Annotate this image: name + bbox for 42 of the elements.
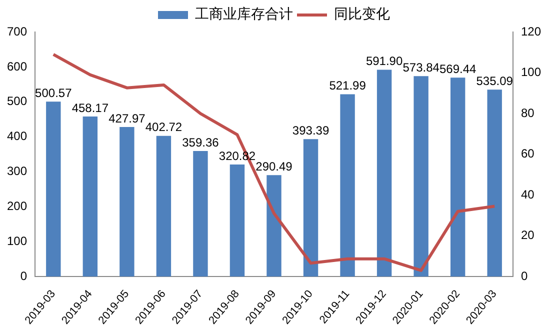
y-tick-label: 100	[6, 234, 28, 248]
bar	[376, 70, 392, 277]
y2-tick-label: 80	[520, 106, 535, 120]
data-label: 591.90	[366, 54, 403, 68]
bar	[340, 94, 355, 277]
data-label: 427.97	[108, 111, 146, 126]
data-label: 402.72	[145, 120, 182, 134]
y2-tick-label: 100	[520, 65, 542, 80]
y-tick-label: 700	[6, 24, 28, 38]
data-label: 500.57	[35, 86, 72, 100]
y2-tick-label: 60	[520, 146, 535, 161]
bar	[230, 164, 245, 277]
data-label: 359.36	[182, 135, 220, 150]
y-tick-label: 300	[6, 164, 28, 178]
data-label: 569.44	[439, 62, 477, 76]
y2-tick-label: 20	[520, 228, 535, 242]
bar	[487, 90, 502, 277]
data-label: 393.39	[292, 123, 330, 138]
data-label: 290.49	[256, 159, 293, 174]
bar	[193, 151, 208, 277]
y-tick-label: 200	[6, 199, 28, 214]
y-tick-label: 500	[6, 94, 28, 108]
data-label: 458.17	[72, 100, 109, 115]
legend-label: 同比变化	[334, 6, 390, 23]
bar	[266, 175, 282, 277]
y2-tick-label: 0	[520, 268, 528, 283]
data-label: 535.09	[476, 74, 514, 88]
data-label: 521.99	[329, 78, 366, 93]
y2-tick-label: 40	[520, 187, 535, 202]
y-tick-label: 400	[6, 129, 28, 144]
bar	[156, 136, 172, 277]
bar	[414, 76, 428, 277]
bar	[120, 127, 134, 277]
bar	[46, 102, 61, 277]
bar	[303, 139, 318, 277]
legend-label: 工商业库存合计	[195, 6, 293, 23]
bar	[82, 116, 98, 277]
y2-tick-label: 120	[520, 24, 542, 38]
y-tick-label: 0	[20, 268, 28, 283]
y-tick-label: 600	[6, 59, 28, 74]
bar	[450, 78, 466, 277]
data-label: 573.84	[402, 60, 440, 74]
